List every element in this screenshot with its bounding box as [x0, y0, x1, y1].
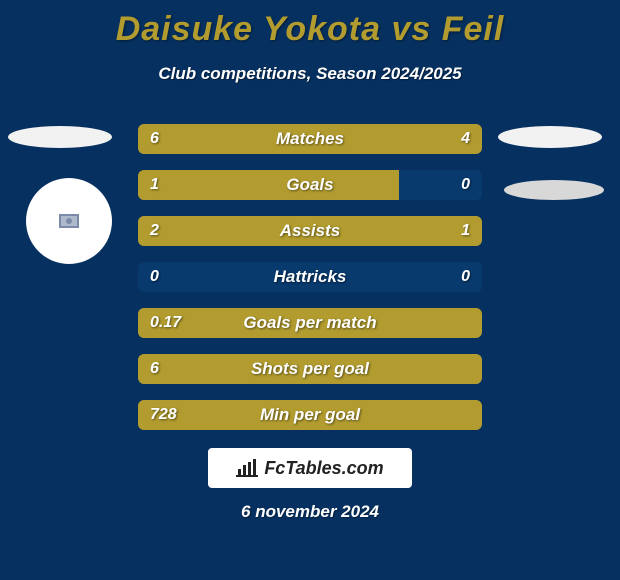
- stat-row: Hattricks00: [138, 262, 482, 292]
- player1-bar: [138, 400, 482, 430]
- source-badge-text: FcTables.com: [264, 458, 383, 479]
- player2-shadow-ellipse-1: [498, 126, 602, 148]
- player2-shadow-ellipse-2: [504, 180, 604, 200]
- player2-bar: [368, 216, 482, 246]
- player2-bar: [344, 124, 482, 154]
- page-title: Daisuke Yokota vs Feil: [0, 10, 620, 49]
- stat-row: Matches64: [138, 124, 482, 154]
- player1-bar: [138, 170, 399, 200]
- image-placeholder-icon: [59, 214, 79, 228]
- player1-photo-placeholder: [26, 178, 112, 264]
- player1-bar: [138, 308, 482, 338]
- subtitle: Club competitions, Season 2024/2025: [0, 64, 620, 84]
- player1-bar: [138, 354, 482, 384]
- source-badge: FcTables.com: [208, 448, 412, 488]
- player1-bar: [138, 216, 368, 246]
- stat-row: Shots per goal6: [138, 354, 482, 384]
- player1-bar: [138, 124, 344, 154]
- player1-shadow-ellipse: [8, 126, 112, 148]
- stat-row: Assists21: [138, 216, 482, 246]
- footer-date: 6 november 2024: [0, 502, 620, 522]
- stat-row: Min per goal728: [138, 400, 482, 430]
- stat-row: Goals per match0.17: [138, 308, 482, 338]
- chart-icon: [236, 459, 258, 477]
- comparison-infographic: Daisuke Yokota vs Feil Club competitions…: [0, 0, 620, 580]
- stat-row: Goals10: [138, 170, 482, 200]
